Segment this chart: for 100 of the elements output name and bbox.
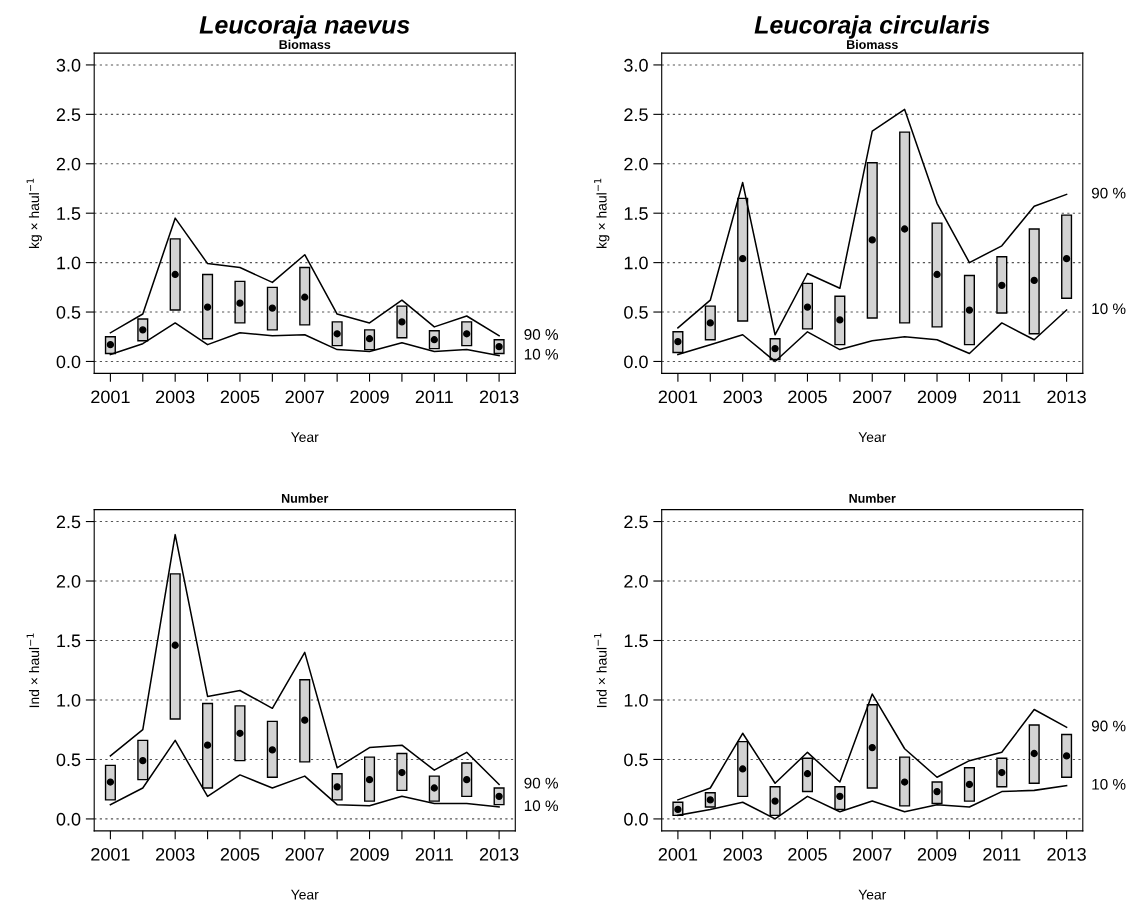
y-tick-label: 2.0 xyxy=(56,157,81,171)
point xyxy=(106,778,115,786)
x-tick-label: 2001 xyxy=(91,390,130,404)
x-tick-label: 2013 xyxy=(1047,847,1086,861)
series-label: 10 % xyxy=(1092,303,1126,315)
x-tick-label: 2003 xyxy=(723,390,762,404)
point xyxy=(1030,749,1038,758)
y-tick-label: 0.5 xyxy=(56,305,81,319)
point xyxy=(1062,752,1071,760)
series-label: 90 % xyxy=(524,777,558,789)
x-tick-label: 2013 xyxy=(479,847,519,861)
y-tick-label: 2.0 xyxy=(624,157,648,171)
x-tick-label: 2003 xyxy=(723,847,762,861)
series-label: 10 % xyxy=(1092,778,1126,790)
series-label: 90 % xyxy=(1091,187,1126,199)
x-tick-label: 2007 xyxy=(853,390,892,404)
chart-subtitle: Biomass xyxy=(279,39,331,49)
x-tick-label: 2007 xyxy=(853,847,892,861)
x-tick-label: 2003 xyxy=(156,390,195,404)
y-tick-label: 0.5 xyxy=(624,305,648,319)
point xyxy=(1030,276,1038,285)
y-tick-label: 2.5 xyxy=(56,108,81,122)
bar xyxy=(737,197,749,322)
point xyxy=(900,778,909,786)
bar xyxy=(1028,724,1040,784)
y-axis-title: Ind × haul$^{−1}$ xyxy=(26,633,40,708)
point xyxy=(739,765,747,773)
y-tick-label: 0.0 xyxy=(56,812,81,826)
bar xyxy=(866,162,878,319)
y-tick-label: 1.5 xyxy=(57,207,81,220)
point xyxy=(301,293,309,301)
bar xyxy=(266,286,278,331)
series-label: 90 % xyxy=(1091,720,1126,732)
series-label: 10 % xyxy=(524,348,558,360)
x-tick-label: 2013 xyxy=(1047,390,1086,404)
y-tick-label: 2.5 xyxy=(624,515,648,529)
point xyxy=(965,306,974,314)
bar xyxy=(169,573,181,720)
y-tick-label: 2.0 xyxy=(624,574,648,588)
x-tick-label: 2011 xyxy=(415,847,453,861)
x-tick-label: 2013 xyxy=(479,390,519,404)
point xyxy=(803,303,812,311)
x-tick-label: 2001 xyxy=(91,847,130,861)
x-axis-title: Year xyxy=(858,432,887,443)
x-tick-label: 2003 xyxy=(156,847,195,861)
y-tick-label: 1.0 xyxy=(624,256,648,270)
bar xyxy=(899,756,911,807)
point xyxy=(268,746,276,754)
x-tick-label: 2005 xyxy=(788,847,827,861)
y-tick-label: 1.5 xyxy=(57,634,81,648)
point xyxy=(868,236,876,244)
y-tick-label: 0.0 xyxy=(624,812,648,826)
x-tick-label: 2001 xyxy=(658,390,698,404)
point xyxy=(236,729,244,737)
x-tick-label: 2011 xyxy=(983,390,1021,404)
x-tick-label: 2001 xyxy=(658,847,698,861)
point xyxy=(236,299,244,307)
point xyxy=(463,776,471,784)
x-tick-label: 2007 xyxy=(285,847,324,861)
point xyxy=(203,741,212,749)
y-tick-label: 1.0 xyxy=(57,693,81,707)
x-tick-label: 2011 xyxy=(415,390,453,404)
bar xyxy=(299,266,311,326)
bar xyxy=(963,274,975,346)
x-tick-label: 2005 xyxy=(220,847,260,861)
x-tick-label: 2011 xyxy=(983,847,1021,861)
bar xyxy=(234,705,246,762)
bar xyxy=(737,740,749,798)
bar xyxy=(299,679,311,763)
x-tick-label: 2007 xyxy=(285,390,324,404)
y-axis-title: kg × haul$^{−1}$ xyxy=(594,178,610,249)
y-tick-label: 0.0 xyxy=(624,355,648,369)
line-series xyxy=(677,108,1068,336)
y-tick-label: 0.5 xyxy=(56,753,81,767)
y-tick-label: 1.0 xyxy=(624,693,648,707)
x-tick-label: 2009 xyxy=(350,390,389,404)
y-tick-label: 3.0 xyxy=(624,58,648,72)
point xyxy=(739,255,747,263)
y-tick-label: 2.5 xyxy=(56,515,81,529)
point xyxy=(900,225,909,233)
bar xyxy=(266,720,278,778)
y-axis-title: Ind × haul$^{−1}$ xyxy=(594,633,607,708)
x-tick-label: 2009 xyxy=(917,390,957,404)
bar xyxy=(866,704,878,789)
series-label: 10 % xyxy=(524,800,558,812)
y-tick-label: 3.0 xyxy=(56,58,81,72)
bar xyxy=(234,280,246,324)
x-axis-title: Year xyxy=(291,432,319,443)
point xyxy=(998,281,1006,289)
y-tick-label: 1.0 xyxy=(57,256,81,270)
y-axis-title: kg × haul$^{−1}$ xyxy=(26,178,42,249)
chart-title: Number xyxy=(849,493,896,503)
chart-subtitle: Biomass xyxy=(847,39,898,49)
point xyxy=(203,303,212,311)
line-series xyxy=(109,533,500,786)
x-tick-label: 2005 xyxy=(788,390,827,404)
y-tick-label: 1.5 xyxy=(624,207,648,220)
point xyxy=(933,270,941,279)
x-tick-label: 2009 xyxy=(917,847,957,861)
point xyxy=(171,641,179,649)
